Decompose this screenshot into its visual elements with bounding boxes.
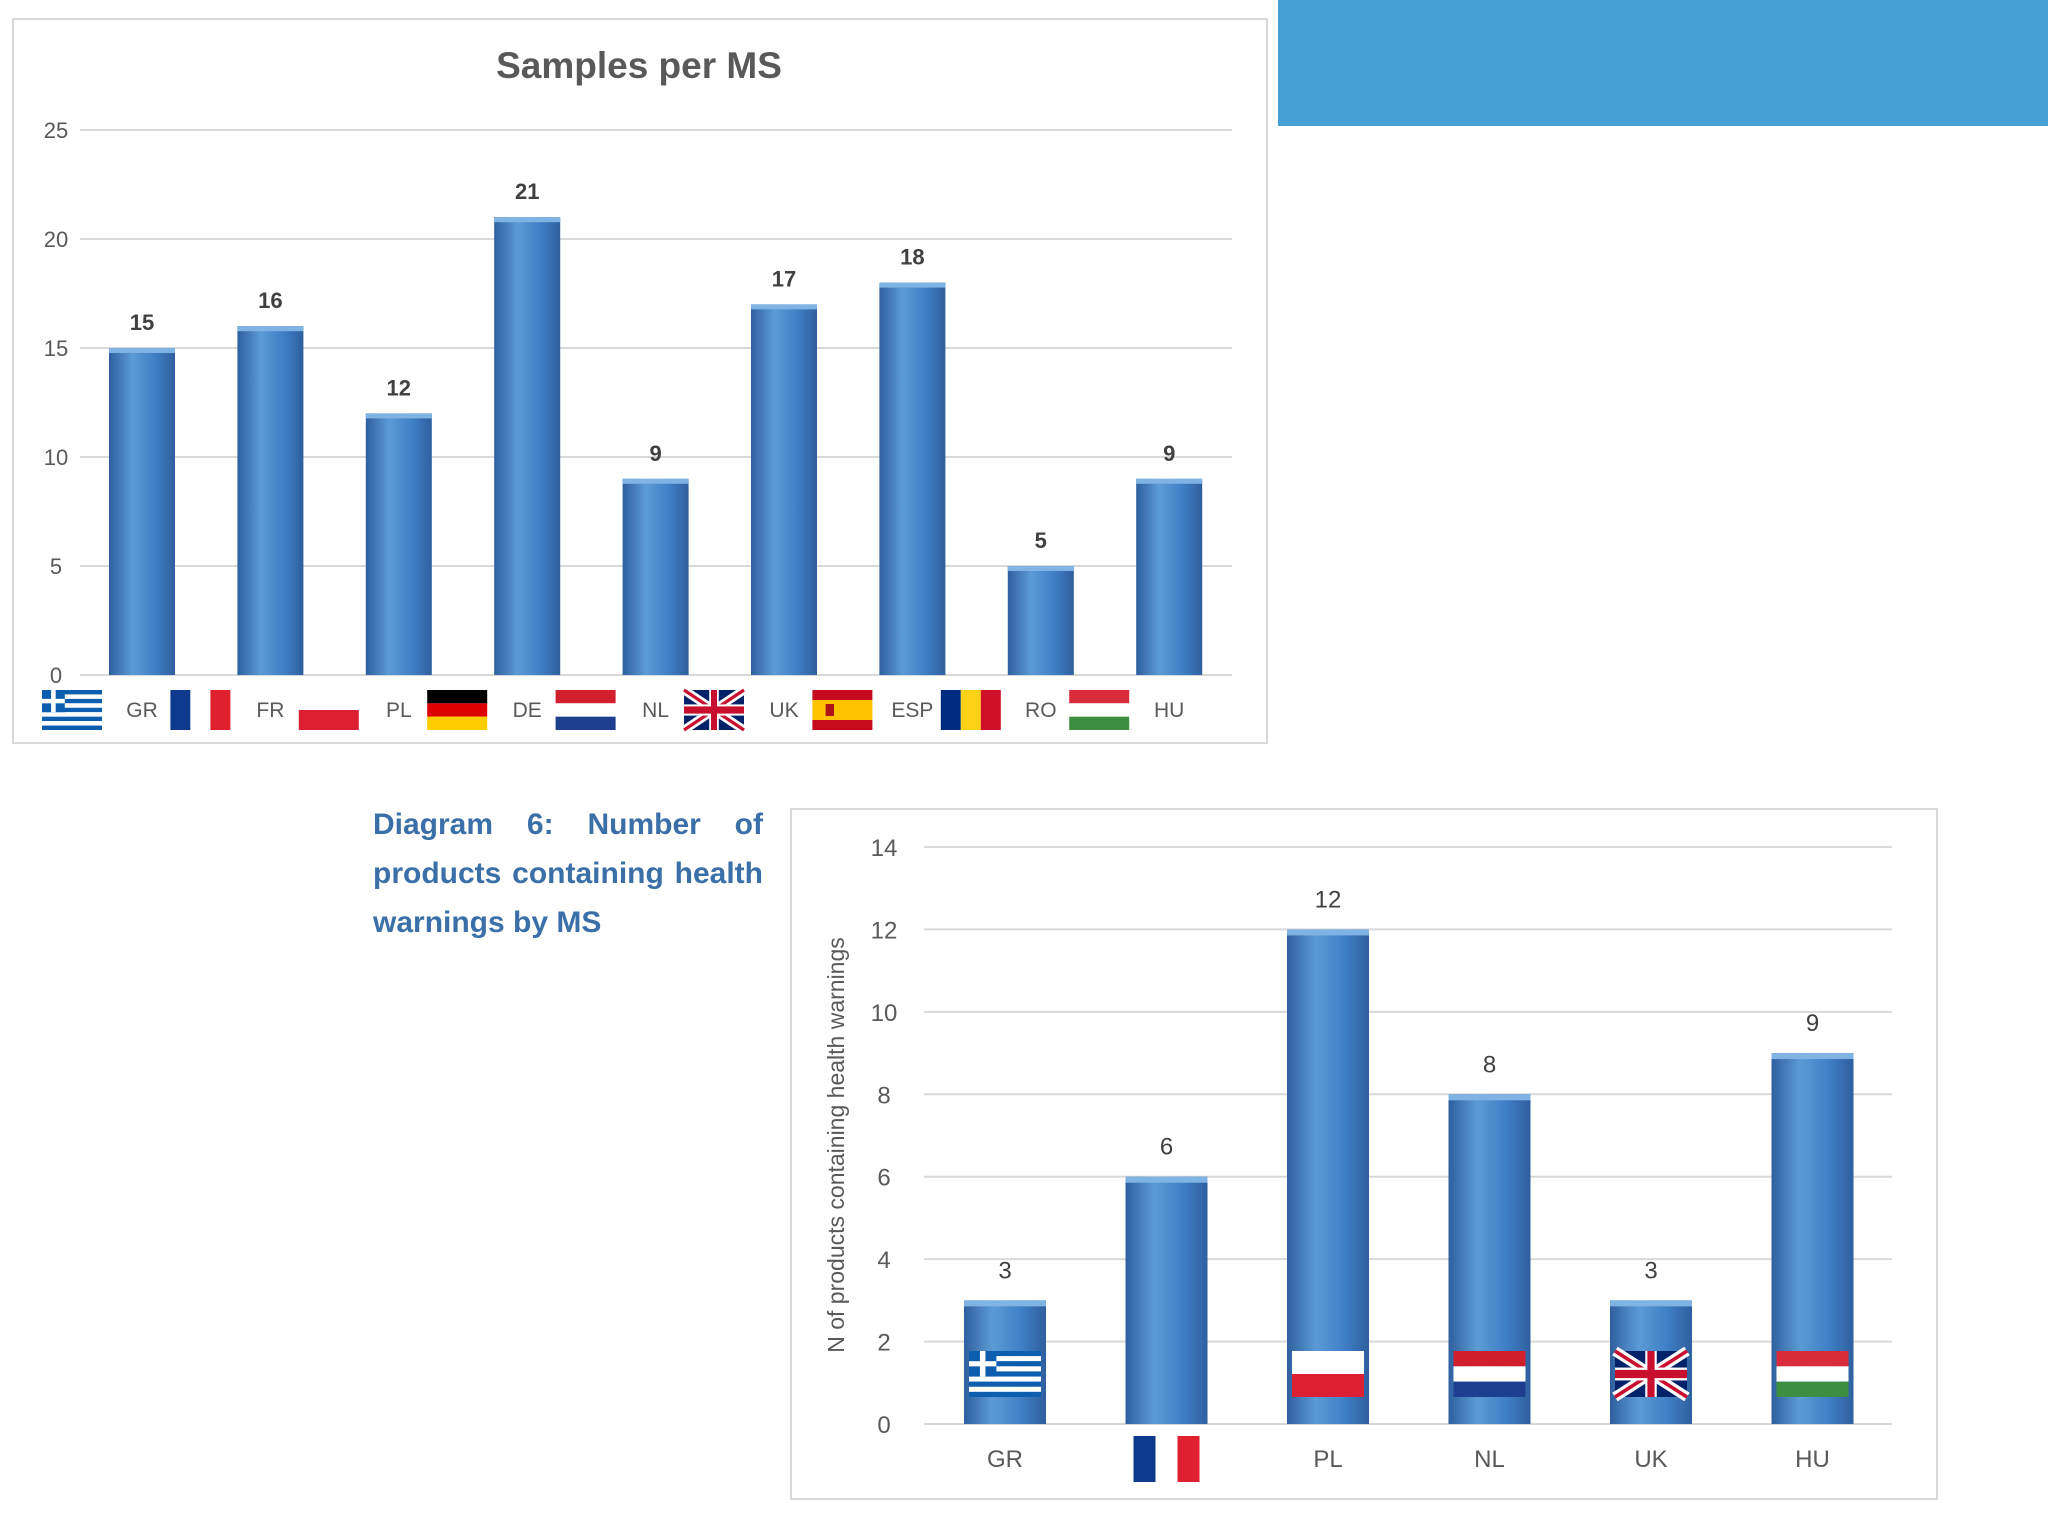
netherlands-flag-icon (555, 690, 616, 730)
chart1-data-label: 16 (258, 288, 282, 313)
chart1-category-label: GR (126, 699, 158, 722)
chart2-ytick-label: 12 (871, 917, 898, 944)
chart1-ytick-label: 5 (50, 554, 62, 579)
chart1-bar-cap (879, 282, 946, 288)
chart1-ytick-label: 0 (50, 663, 62, 688)
chart1-bar (751, 304, 817, 675)
chart1-bar (109, 348, 175, 675)
chart2-data-label: 8 (1483, 1051, 1496, 1078)
samples-per-ms-chart: Samples per MS 0 5 10 15 20 25 15 GR 16 FR 12 PL 21 DE… (12, 18, 1268, 744)
chart2-bar-cap (964, 1300, 1046, 1307)
chart2-category-label: GR (987, 1446, 1023, 1473)
chart1-bar (879, 282, 946, 675)
hungary-flag-icon (1069, 690, 1130, 730)
chart2-data-label: 3 (1644, 1257, 1657, 1284)
chart1-bar-cap (1136, 478, 1203, 484)
chart1-data-label: 12 (387, 375, 411, 400)
chart1-category-label: DE (513, 699, 542, 722)
netherlands-flag-icon (1453, 1351, 1526, 1397)
chart1-bar-cap (494, 217, 561, 223)
chart2-data-label: 12 (1315, 886, 1342, 913)
germany-flag-icon (427, 690, 488, 730)
chart1-ytick-label: 10 (44, 445, 68, 470)
chart2-ylabel: N of products containing health warnings (823, 937, 849, 1353)
chart2-bar-cap (1125, 1176, 1208, 1183)
chart2-bar (1287, 929, 1369, 1424)
chart1-bar (494, 217, 561, 675)
chart1-category-label: NL (642, 699, 669, 722)
hungary-flag-icon (1776, 1351, 1849, 1397)
chart2-ytick-label: 6 (877, 1165, 890, 1192)
chart1-bar (1136, 478, 1203, 675)
chart1-category-label: RO (1025, 699, 1057, 722)
chart2-category-label: HU (1795, 1446, 1830, 1473)
france-flag-icon (170, 690, 231, 730)
chart1-bar-cap (365, 413, 432, 419)
chart2-data-label: 3 (998, 1257, 1011, 1284)
chart1-data-label: 9 (649, 441, 661, 466)
chart1-category-label: ESP (891, 699, 933, 722)
health-warnings-svg: N of products containing health warnings… (823, 835, 1892, 1482)
chart1-data-label: 15 (130, 310, 154, 335)
chart2-data-label: 6 (1160, 1134, 1173, 1161)
samples-per-ms-svg: Samples per MS 0 5 10 15 20 25 15 GR 16 FR 12 PL 21 DE… (42, 45, 1232, 734)
chart2-ytick-label: 8 (877, 1082, 890, 1109)
poland-flag-icon (298, 690, 359, 730)
chart1-bar-cap (1007, 566, 1074, 571)
chart1-data-label: 5 (1035, 528, 1047, 553)
corner-blue-bar (1278, 0, 2048, 126)
diagram-caption: Diagram 6: Number of products containing… (373, 808, 763, 939)
chart2-ytick-label: 14 (871, 835, 898, 862)
chart1-bar (622, 478, 689, 675)
romania-flag-icon (940, 690, 1001, 730)
chart1-bar (365, 413, 432, 675)
chart1-bar-cap (751, 304, 817, 310)
chart1-bar-cap (622, 478, 689, 484)
chart2-bar (1125, 1176, 1208, 1424)
spain-flag-icon (812, 690, 873, 730)
chart1-category-label: HU (1154, 699, 1184, 722)
chart1-ytick-label: 20 (44, 227, 68, 252)
chart2-bar-cap (1610, 1300, 1692, 1307)
chart2-ytick-label: 2 (877, 1330, 890, 1357)
chart2-ytick-label: 0 (877, 1412, 890, 1439)
chart1-ytick-label: 25 (44, 118, 68, 143)
chart1-bar (237, 326, 304, 675)
chart1-bar-cap (237, 326, 304, 332)
chart1-data-label: 18 (900, 245, 924, 270)
chart2-bar-cap (1771, 1053, 1854, 1060)
chart1-category-label: PL (386, 699, 412, 722)
chart1-title: Samples per MS (496, 45, 782, 86)
greece-flag-icon (42, 690, 102, 730)
chart1-bar-cap (109, 348, 175, 353)
chart1-category-label: UK (769, 699, 798, 722)
chart1-ytick-label: 15 (44, 336, 68, 361)
chart2-category-label: NL (1474, 1446, 1505, 1473)
chart2-bar-cap (1448, 1094, 1531, 1101)
uk-flag-icon (681, 686, 747, 734)
chart2-data-label: 9 (1806, 1010, 1819, 1037)
chart2-bar-cap (1287, 929, 1369, 936)
chart2-ytick-label: 10 (871, 1000, 898, 1027)
poland-flag-icon (1292, 1351, 1364, 1397)
health-warnings-chart: N of products containing health warnings… (790, 808, 1938, 1500)
chart2-category-label: PL (1313, 1446, 1342, 1473)
chart1-data-label: 9 (1163, 441, 1175, 466)
chart2-ytick-label: 4 (877, 1247, 890, 1274)
chart1-bar (1007, 566, 1074, 675)
chart2-category-label: UK (1634, 1446, 1667, 1473)
chart1-category-label: FR (256, 699, 284, 722)
france-flag-icon (1133, 1436, 1200, 1482)
chart1-data-label: 21 (515, 179, 539, 204)
chart1-data-label: 17 (772, 266, 796, 291)
greece-flag-icon (969, 1351, 1041, 1397)
uk-flag-icon (1612, 1346, 1690, 1402)
